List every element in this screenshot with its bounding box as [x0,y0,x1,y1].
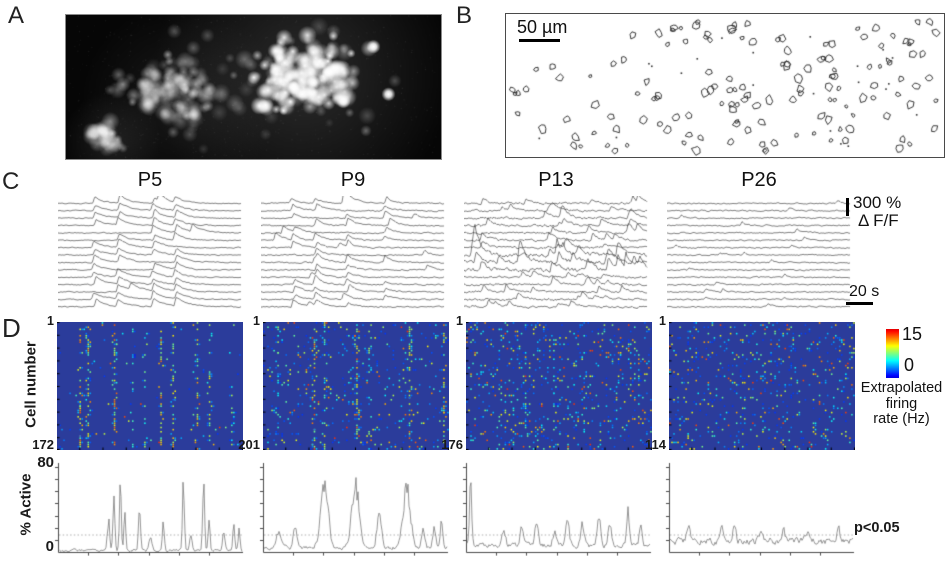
dff-scale-unit: Δ F/F [858,211,899,230]
traces-p13 [464,196,648,309]
active-ymin-label: 0 [45,538,54,555]
heatmap-p13 [466,322,652,450]
dff-scale-bar [846,198,849,216]
row-start-label: 1 [659,314,666,328]
colorbar-caption-line: firing [885,395,918,412]
cell-count-p13: 176 [441,437,463,452]
active-plot-p26 [665,461,855,556]
panel-b-letter: B [456,2,473,29]
time-scale-label: 20 s [849,283,880,300]
panel-b-box: 50 µm [505,13,945,158]
trace-title-p13: P13 [538,169,574,191]
panel-d-letter: D [2,313,21,343]
cell-number-axis-label: Cell number [22,341,40,428]
row-start-label: 1 [456,314,463,328]
heatmap-p26 [669,322,855,450]
dff-scale-value: 300 % [853,193,902,212]
active-plot-p13 [462,461,652,556]
colorbar-min-label: 0 [904,355,915,375]
traces-p26 [667,196,851,309]
active-axis-label: % Active [17,473,35,536]
scalebar-line [519,39,560,42]
panel-b-map [506,14,944,157]
colorbar [886,329,899,378]
scalebar-label: 50 µm [517,17,568,37]
cell-count-p26: 114 [645,437,666,452]
cell-count-p5: 172 [32,437,54,452]
panel-a-image [65,14,442,160]
traces-p9 [261,196,445,309]
active-ymax-label: 80 [37,454,54,471]
row-start-label: 1 [47,314,54,328]
heatmap-p5 [57,322,243,450]
significance-label: p<0.05 [854,520,900,536]
colorbar-max-label: 15 [902,324,923,344]
active-plot-p9 [259,461,449,556]
cell-count-p9: 201 [238,437,260,452]
time-scale-bar [846,302,873,305]
trace-title-p9: P9 [340,169,366,191]
trace-title-p5: P5 [137,169,163,191]
panel-c-letter: C [2,168,20,195]
colorbar-caption: Extrapolated firing rate (Hz) [852,380,951,428]
active-plot-p5 [54,461,244,556]
panel-a-letter: A [8,2,25,29]
colorbar-caption-line: rate (Hz) [873,411,930,427]
traces-p5 [58,196,242,309]
row-start-label: 1 [253,314,260,328]
heatmap-p9 [263,322,449,450]
trace-title-p26: P26 [741,169,777,191]
colorbar-caption-line: Extrapolated [860,380,943,396]
